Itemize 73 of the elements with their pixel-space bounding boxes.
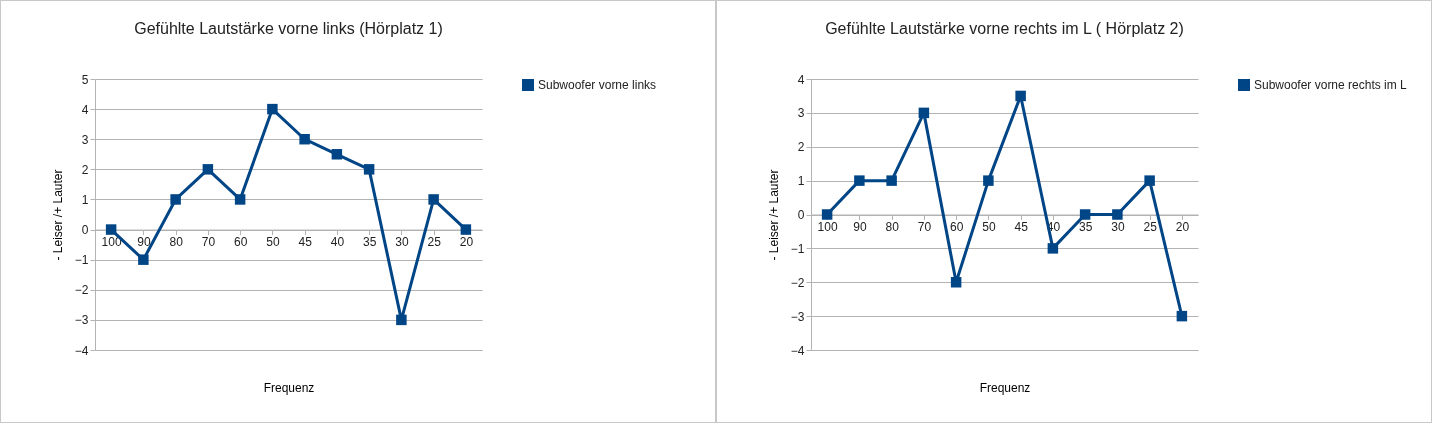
x-tick-label: 45: [1014, 220, 1029, 234]
point: [950, 277, 962, 288]
point: [428, 194, 439, 205]
point: [821, 209, 833, 220]
x-tick-label: 40: [330, 235, 345, 250]
chart-title: Gefühlte Lautstärke vorne rechts im L ( Hörplatz 2): [825, 20, 1184, 37]
x-tick-label: 80: [169, 235, 184, 250]
y-axis-title: - Leiser /+ Lauter: [766, 169, 781, 261]
x-tick-label: 70: [201, 235, 216, 250]
y-tick-label: −1: [74, 253, 89, 268]
y-tick-label: −1: [790, 241, 805, 256]
point: [886, 175, 897, 186]
x-tick-label: 35: [362, 235, 377, 250]
x-tick-label: 90: [853, 220, 867, 234]
point: [267, 103, 278, 115]
x-tick-label: 60: [949, 220, 964, 234]
y-tick-label: 4: [797, 72, 805, 87]
point: [299, 133, 310, 145]
point: [1015, 90, 1026, 102]
y-tick-label: −2: [790, 275, 805, 290]
x-tick-label: 50: [266, 235, 280, 250]
x-tick-label: 35: [1078, 220, 1093, 234]
x-axis-title: Frequenz: [263, 380, 315, 395]
point: [396, 314, 407, 326]
point: [1144, 175, 1155, 186]
legend-label: Subwoofer vorne links: [538, 78, 657, 92]
x-tick-label: 20: [1175, 220, 1190, 234]
point: [202, 164, 214, 175]
y-tick-label: −3: [74, 313, 89, 328]
x-tick-label: 25: [1143, 220, 1158, 234]
y-tick-label: 2: [81, 162, 89, 177]
point: [138, 254, 149, 265]
y-tick-label: −3: [790, 309, 805, 324]
x-tick-label: 45: [298, 235, 313, 250]
y-tick-label: 4: [81, 102, 89, 117]
point: [460, 224, 472, 235]
point: [1047, 243, 1059, 254]
x-tick-label: 90: [137, 235, 151, 250]
x-tick-label: 50: [982, 220, 996, 234]
y-tick-label: 0: [797, 208, 805, 222]
legend-label: Subwoofer vorne rechts im L: [1254, 78, 1408, 92]
point: [854, 175, 865, 186]
y-tick-label: −4: [74, 343, 89, 358]
point: [234, 194, 246, 205]
point: [105, 224, 117, 235]
x-tick-label: 25: [427, 235, 442, 250]
x-axis-title: Frequenz: [979, 380, 1031, 395]
point: [1079, 209, 1091, 220]
y-tick-label: −4: [790, 343, 805, 358]
point: [918, 107, 930, 119]
chart-title: Gefühlte Lautstärke vorne links (Hörplatz 1): [134, 20, 443, 37]
x-tick-label: 80: [885, 220, 900, 234]
x-tick-label: 20: [459, 235, 474, 250]
y-tick-label: 3: [81, 132, 89, 147]
x-tick-label: 100: [817, 220, 838, 234]
y-tick-label: 3: [797, 106, 805, 121]
point: [1112, 209, 1123, 220]
y-tick-label: 1: [797, 174, 805, 189]
x-tick-label: 60: [233, 235, 248, 250]
y-tick-label: 0: [81, 223, 89, 238]
y-tick-label: −2: [74, 283, 89, 298]
x-tick-label: 70: [917, 220, 932, 234]
point: [1176, 310, 1188, 322]
point: [170, 194, 181, 205]
x-tick-label: 30: [395, 235, 409, 250]
x-tick-label: 30: [1111, 220, 1125, 234]
y-tick-label: 1: [81, 192, 89, 207]
y-tick-label: 2: [797, 140, 805, 155]
point: [983, 175, 994, 186]
point: [331, 149, 343, 160]
y-tick-label: 5: [81, 72, 89, 87]
y-axis-title: - Leiser /+ Lauter: [50, 169, 65, 261]
point: [363, 164, 375, 175]
